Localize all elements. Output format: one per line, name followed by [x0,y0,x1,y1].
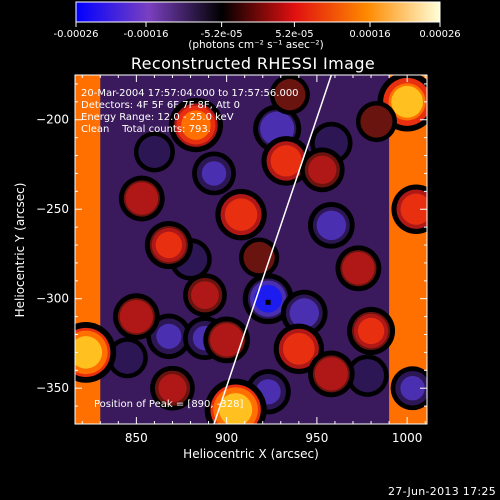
positive-source [307,350,355,398]
positive-source-ring [123,303,150,330]
colorbar-tick-label: 0.00026 [419,29,460,40]
positive-source-ring [357,317,385,345]
colorbar-unit-label: (photons cm⁻² s⁻¹ asec⁻²) [188,39,323,51]
colorbar-tick-label: 0.00016 [349,29,390,40]
y-tick-label: −250 [36,202,69,216]
annotation-clean-counts: Clean Total counts: 793. [81,124,211,135]
positive-source-ring [272,147,300,175]
negative-source-ring [156,323,182,349]
positive-source-ring [227,200,256,229]
positive-source-ring [309,157,335,183]
negative-source-ring [201,161,227,186]
positive-source [346,306,396,355]
positive-source-ring [181,110,211,140]
negative-source [280,289,328,337]
positive-source-ring [247,246,271,269]
colorbar-tick-label: 5.2e-05 [275,29,313,40]
x-axis-label: Heliocentric X (arcsec) [183,447,319,461]
chart-title: Reconstructed RHESSI Image [131,54,375,73]
x-tick-label: 850 [125,431,148,445]
negative-source-ring [142,140,166,164]
y-tick-label: −350 [36,381,69,395]
positive-source-ring [285,335,313,363]
colorbar-tick-labels: -0.00026 -0.00016 -5.2e-05 5.2e-05 0.00016 0.… [54,29,461,40]
x-axis: 850 900 950 1000 [81,75,426,445]
negative-source-ring [400,375,425,401]
info-annotations: 20-Mar-2004 17:57:04.000 to 17:57:56.000… [81,88,299,410]
positive-source [75,322,117,383]
negative-source [106,337,148,379]
solar-limb-line [213,75,333,424]
negative-source-ring [254,284,283,313]
negative-source [346,354,389,397]
annotation-energy-range: Energy Range: 12.0 - 25.0 keV [81,112,234,123]
negative-source [133,131,175,173]
positive-source [150,365,195,411]
plot-frame [74,74,428,425]
x-tick-label: 1000 [392,431,423,445]
negative-source-ring [355,363,380,388]
positive-source-ring [213,326,240,353]
image-band [389,75,427,424]
positive-source [168,97,224,153]
date-stamp: 27-Jun-2013 17:25 [387,485,496,498]
colorbar-tick-label: -5.2e-05 [201,29,243,40]
positive-source [204,378,267,424]
positive-source [335,245,382,292]
positive-source [215,188,267,241]
colorbar-tick-label: -0.00016 [124,29,169,40]
y-axis-label: Heliocentric Y (arcsec) [13,183,27,318]
positive-source [144,220,193,270]
positive-source-ring [278,83,302,107]
image-area [75,75,427,424]
positive-source [391,184,427,234]
negative-source [307,201,355,249]
positive-source-ring [391,85,424,118]
positive-source [269,75,310,115]
x-tick-label: 950 [305,431,328,445]
negative-source [192,151,236,196]
positive-source [113,293,160,340]
negative-source-ring [115,346,139,370]
positive-source [239,237,280,278]
colorbar-strip [75,1,441,23]
annotation-time-range: 20-Mar-2004 17:57:04.000 to 17:57:56.000 [81,88,299,99]
positive-source-ring [402,195,427,223]
positive-source [299,147,345,193]
positive-source [273,323,325,374]
positive-source-ring [364,109,388,134]
positive-source-ring [192,282,218,308]
colorbar-tick-label: -0.00026 [54,29,99,40]
annotation-detectors: Detectors: 4F 5F 6F 7F 8F, Att 0 [81,100,240,111]
positive-source-ring [129,185,155,212]
image-overlays [213,75,333,424]
positive-source [118,175,165,222]
negative-source-ring [263,115,291,142]
peak-marker [265,299,271,305]
negative-source-ring [291,300,318,326]
y-tick-label: −300 [36,292,69,306]
negative-source [390,366,427,411]
positive-source-ring [75,336,103,369]
positive-source [261,136,311,186]
y-axis: −200 −250 −300 −350 [36,83,427,425]
positive-source-ring [155,231,183,259]
reconstructed-image [75,75,427,424]
positive-source-ring [345,255,372,281]
negative-source-ring [318,212,345,239]
colorbar-ticks [75,22,441,27]
colorbar: -0.00026 -0.00016 -5.2e-05 5.2e-05 0.00016 0.… [54,1,461,51]
positive-source-ring [160,375,185,401]
y-tick-label: −200 [36,113,69,127]
positive-source [355,101,397,143]
negative-source [146,313,192,359]
positive-source-ring [318,361,345,387]
positive-source-ring [219,393,253,424]
positive-source [183,273,227,318]
annotation-peak-position: Position of Peak = [890, -328] [94,399,243,410]
x-tick-label: 900 [215,431,238,445]
